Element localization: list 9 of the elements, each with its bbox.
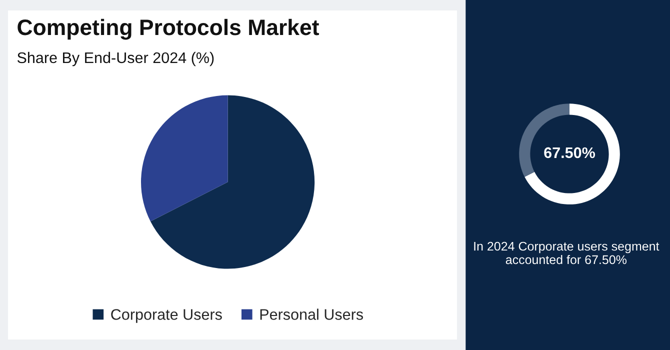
pie-slice: [141, 95, 228, 222]
donut-slice: [524, 104, 620, 204]
pie-slice: [150, 95, 315, 269]
data-label: 67.50%: [544, 147, 596, 158]
chart-title: Competing Protocols Market: [18, 18, 319, 40]
legend-label: Corporate Users: [111, 309, 222, 323]
legend-label: Personal Users: [260, 308, 364, 320]
chart-subtitle: Share By End-User 2024 (%): [17, 52, 214, 66]
text: In 2024 Corporate users segment accounted for 67.50%: [474, 242, 660, 264]
